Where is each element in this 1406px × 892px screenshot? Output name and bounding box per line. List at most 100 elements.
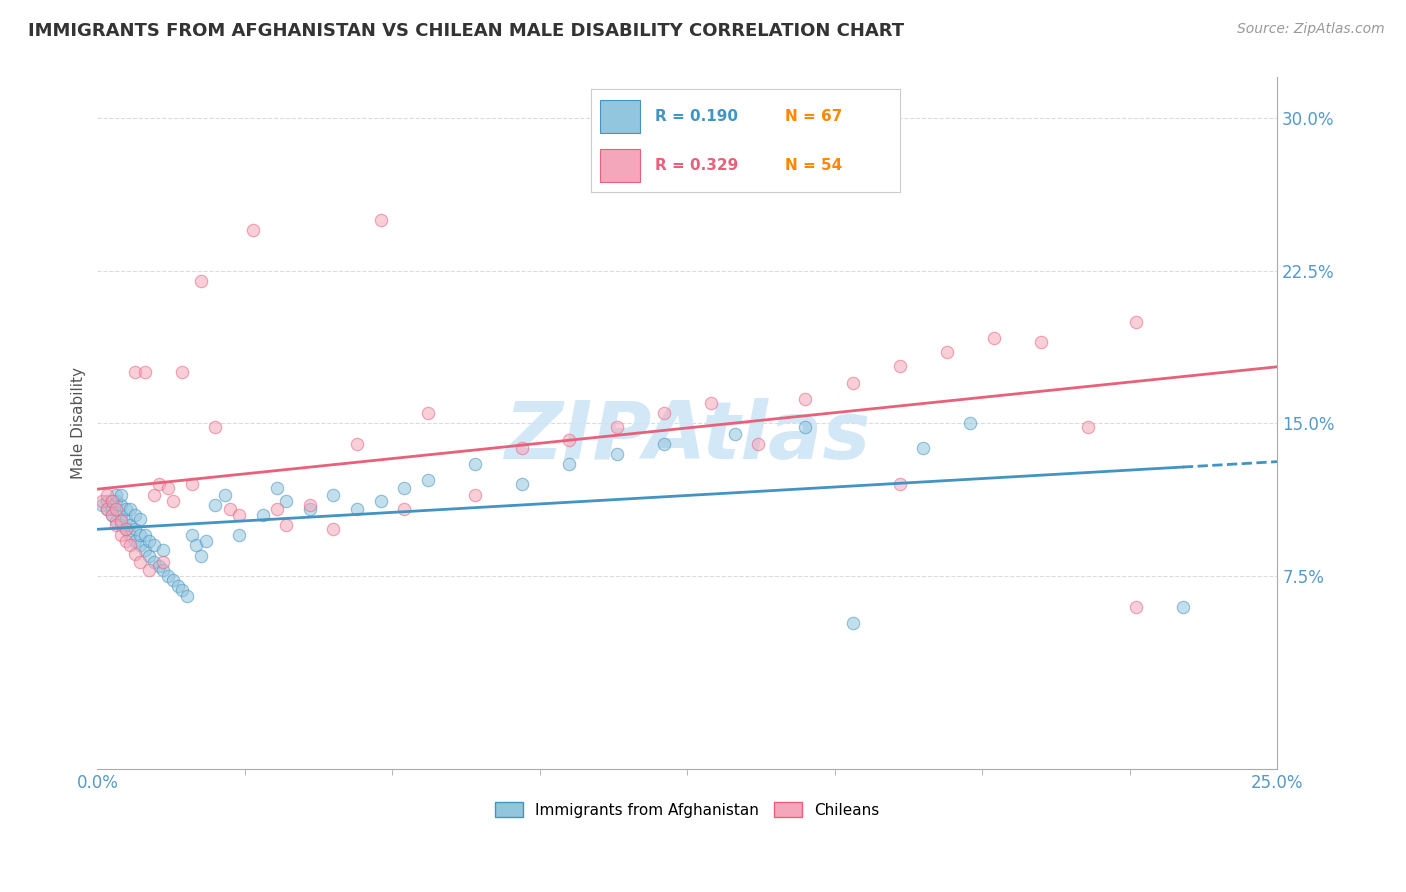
Point [114,534,136,549]
Point [96,487,118,501]
Text: N = 54: N = 54 [786,158,842,173]
Point [1125,599,1147,614]
Point [464,457,486,471]
Point [143,555,166,569]
Point [138,549,160,563]
Point [114,522,136,536]
Point [1171,599,1194,614]
Point [416,406,439,420]
Point [266,482,288,496]
Point [96,501,118,516]
Point [152,563,174,577]
Point [134,366,156,380]
Point [105,493,128,508]
Point [114,501,136,516]
Point [228,508,250,522]
Point [96,493,118,508]
Point [204,420,226,434]
Point [322,487,344,501]
Point [935,345,957,359]
Text: IMMIGRANTS FROM AFGHANISTAN VS CHILEAN MALE DISABILITY CORRELATION CHART: IMMIGRANTS FROM AFGHANISTAN VS CHILEAN M… [28,22,904,40]
Point [558,433,581,447]
Point [105,487,128,501]
Point [162,573,184,587]
Point [214,487,236,501]
Point [605,420,627,434]
Point [194,534,217,549]
Point [370,493,392,508]
Point [180,528,202,542]
Point [157,482,180,496]
Point [510,441,533,455]
Point [152,555,174,569]
Point [110,487,132,501]
Text: N = 67: N = 67 [786,110,842,124]
Point [794,420,817,434]
Point [464,487,486,501]
Point [114,522,136,536]
Point [120,528,142,542]
Point [148,477,170,491]
Point [276,493,298,508]
Point [110,508,132,522]
Point [889,477,911,491]
Point [114,512,136,526]
Point [346,436,368,450]
Point [298,501,321,516]
Point [124,534,146,549]
FancyBboxPatch shape [600,149,640,181]
Point [120,501,142,516]
Point [1077,420,1099,434]
Point [105,514,128,528]
Point [120,518,142,533]
Point [134,542,156,557]
Point [889,359,911,374]
Point [416,474,439,488]
Point [124,508,146,522]
Point [128,512,150,526]
Point [172,366,194,380]
Point [105,501,128,516]
Point [176,590,198,604]
Point [252,508,274,522]
Point [605,447,627,461]
Point [723,426,745,441]
Point [105,518,128,533]
Point [124,547,146,561]
Point [190,274,212,288]
Point [218,501,240,516]
Point [841,376,863,390]
Point [128,528,150,542]
Point [700,396,723,410]
Point [105,501,128,516]
Point [110,528,132,542]
Point [162,493,184,508]
Text: R = 0.190: R = 0.190 [655,110,738,124]
Text: ZIPAtlas: ZIPAtlas [505,398,870,476]
Point [322,522,344,536]
Point [959,417,981,431]
Point [841,615,863,630]
Point [172,583,194,598]
Point [134,528,156,542]
Point [1031,334,1053,349]
Point [204,498,226,512]
Point [652,406,675,420]
Point [110,518,132,533]
Point [100,493,122,508]
Point [110,514,132,528]
Point [1125,315,1147,329]
Point [143,487,166,501]
Point [912,441,935,455]
Legend: Immigrants from Afghanistan, Chileans: Immigrants from Afghanistan, Chileans [489,796,886,824]
Point [370,213,392,227]
Point [143,539,166,553]
Point [100,508,122,522]
Point [228,528,250,542]
Point [91,493,114,508]
Point [180,477,202,491]
Point [100,493,122,508]
Point [242,223,264,237]
Point [138,534,160,549]
Point [510,477,533,491]
